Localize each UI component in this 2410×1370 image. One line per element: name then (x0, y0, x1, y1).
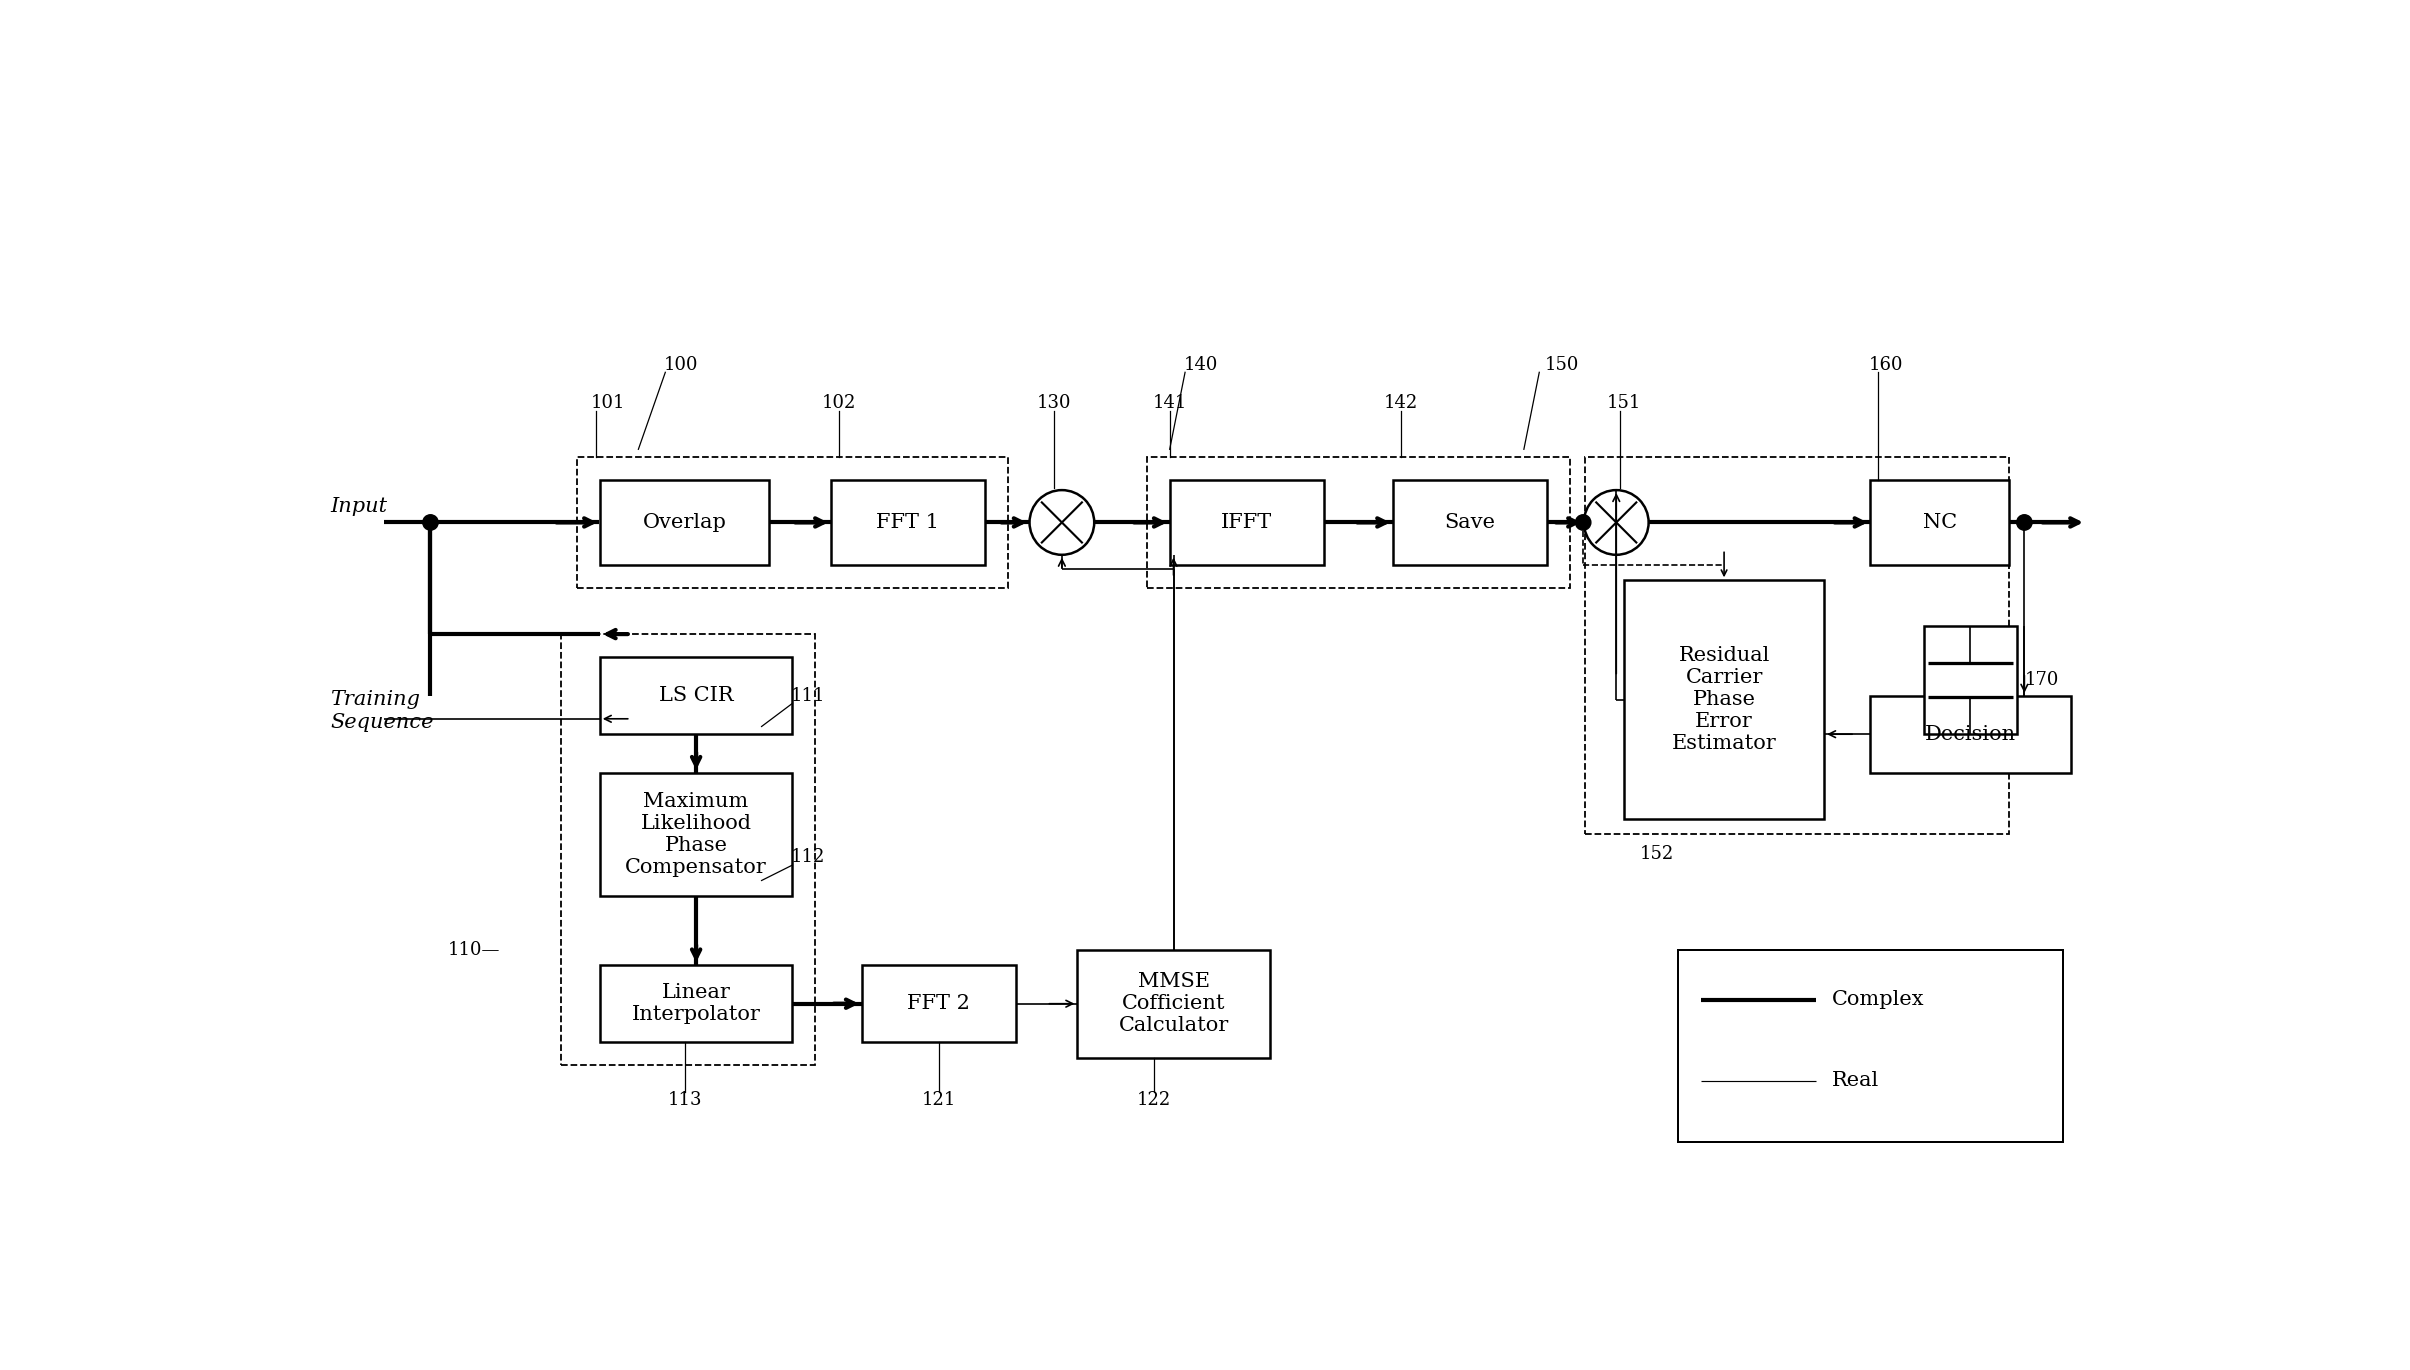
Text: Real: Real (1832, 1071, 1880, 1091)
Text: 122: 122 (1138, 1091, 1171, 1108)
Text: 160: 160 (1868, 356, 1904, 374)
FancyBboxPatch shape (831, 479, 986, 564)
Text: 112: 112 (790, 848, 824, 866)
Text: Residual
Carrier
Phase
Error
Estimator: Residual Carrier Phase Error Estimator (1673, 647, 1776, 754)
Text: MMSE
Cofficient
Calculator: MMSE Cofficient Calculator (1118, 973, 1229, 1036)
Text: 121: 121 (921, 1091, 957, 1108)
Text: 141: 141 (1152, 395, 1186, 412)
Text: 130: 130 (1036, 395, 1072, 412)
Text: 101: 101 (590, 395, 624, 412)
Text: Complex: Complex (1832, 991, 1923, 1010)
Text: 102: 102 (822, 395, 856, 412)
FancyBboxPatch shape (1393, 479, 1547, 564)
Text: IFFT: IFFT (1222, 512, 1272, 532)
Text: NC: NC (1923, 512, 1957, 532)
Text: 152: 152 (1639, 844, 1673, 863)
FancyBboxPatch shape (1870, 479, 2010, 564)
Text: FFT 1: FFT 1 (877, 512, 940, 532)
Text: Maximum
Likelihood
Phase
Compensator: Maximum Likelihood Phase Compensator (624, 792, 766, 877)
Text: 100: 100 (663, 356, 699, 374)
Text: Save: Save (1444, 512, 1497, 532)
FancyBboxPatch shape (600, 773, 793, 896)
Text: 140: 140 (1183, 356, 1217, 374)
Text: Overlap: Overlap (643, 512, 725, 532)
Text: Training
Sequence: Training Sequence (330, 690, 434, 733)
Circle shape (1576, 515, 1591, 530)
FancyBboxPatch shape (1870, 696, 2070, 773)
Text: LS CIR: LS CIR (658, 686, 733, 706)
Circle shape (2017, 515, 2032, 530)
Text: 151: 151 (1607, 395, 1641, 412)
Text: 110—: 110— (448, 941, 499, 959)
Text: 150: 150 (1545, 356, 1579, 374)
Text: Decision: Decision (1926, 725, 2017, 744)
Text: Linear
Interpolator: Linear Interpolator (631, 984, 762, 1025)
FancyBboxPatch shape (1624, 581, 1824, 819)
FancyBboxPatch shape (600, 658, 793, 734)
Text: 111: 111 (790, 686, 824, 704)
FancyBboxPatch shape (1923, 626, 2017, 734)
FancyBboxPatch shape (600, 966, 793, 1043)
FancyBboxPatch shape (1077, 949, 1270, 1058)
FancyBboxPatch shape (1169, 479, 1323, 564)
FancyBboxPatch shape (600, 479, 769, 564)
FancyBboxPatch shape (863, 966, 1015, 1043)
FancyBboxPatch shape (1677, 949, 2063, 1143)
Text: 113: 113 (668, 1091, 701, 1108)
Circle shape (422, 515, 439, 530)
Text: Input: Input (330, 497, 388, 516)
Text: 142: 142 (1383, 395, 1417, 412)
Text: FFT 2: FFT 2 (906, 995, 971, 1014)
Text: 170: 170 (2024, 671, 2058, 689)
